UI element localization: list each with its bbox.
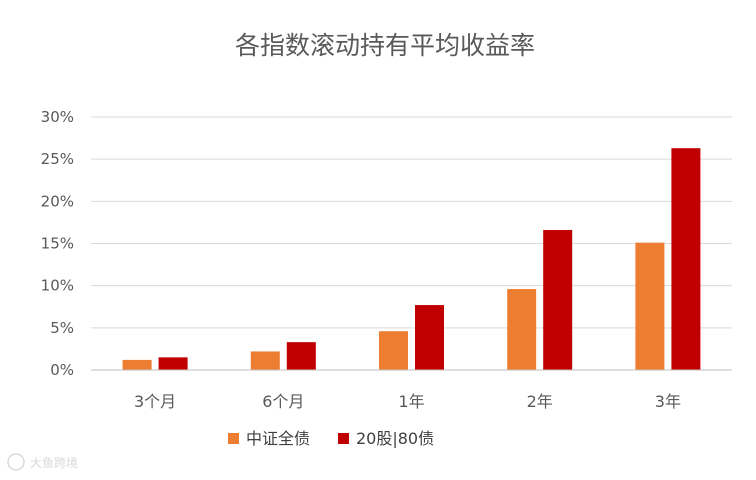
legend-label: 中证全债 [246, 429, 310, 448]
bar [671, 148, 701, 370]
y-axis: 0% 5% 10% 15% 20% 25% 30% [41, 108, 74, 379]
bars [122, 148, 701, 370]
watermark: 大鱼跨境 [7, 453, 78, 471]
y-tick-label: 0% [50, 361, 74, 379]
x-category-label: 1年 [398, 392, 424, 411]
bar [286, 342, 316, 370]
x-category-label: 2年 [527, 392, 553, 411]
x-category-label: 3年 [655, 392, 681, 411]
y-tick-label: 10% [41, 277, 74, 295]
x-axis: 3个月 6个月 1年 2年 3年 [91, 369, 732, 411]
y-tick-label: 15% [41, 235, 74, 253]
bar [158, 357, 188, 370]
chart-title: 各指数滚动持有平均收益率 [235, 31, 535, 60]
legend-swatch [228, 433, 239, 444]
bar [122, 359, 152, 370]
y-tick-label: 30% [41, 108, 74, 126]
y-tick-label: 25% [41, 150, 74, 168]
watermark-logo-icon [7, 453, 25, 471]
x-category-label: 6个月 [262, 392, 304, 411]
bar [543, 230, 573, 370]
legend-swatch [338, 433, 349, 444]
y-tick-label: 20% [41, 192, 74, 210]
watermark-text: 大鱼跨境 [30, 455, 78, 470]
legend-label: 20股|80债 [356, 429, 434, 448]
x-category-label: 3个月 [134, 392, 176, 411]
legend: 中证全债 20股|80债 [228, 429, 434, 448]
bar [507, 289, 537, 370]
gridlines [91, 116, 732, 329]
y-tick-label: 5% [50, 319, 74, 337]
bar [379, 331, 408, 370]
bar [635, 242, 665, 370]
bar [250, 351, 280, 370]
bar [415, 305, 444, 370]
